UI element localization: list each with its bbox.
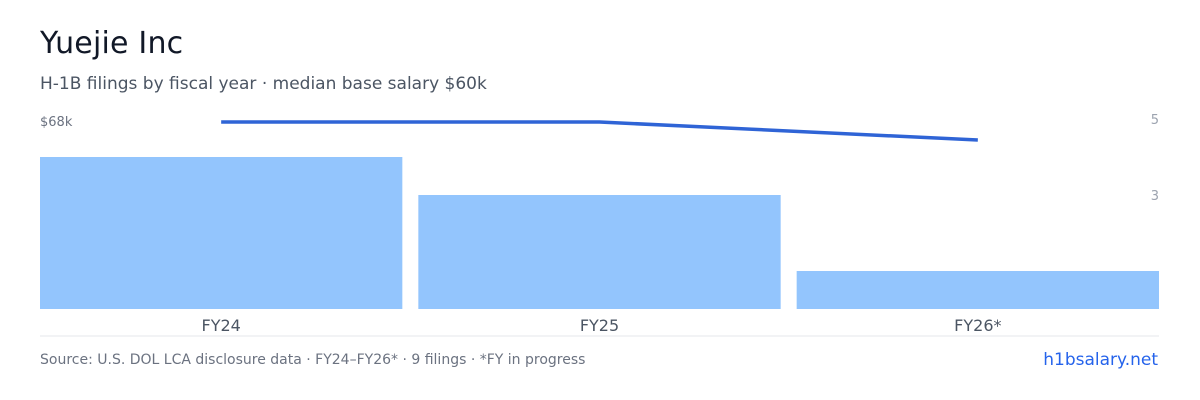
label-group: FY24 FY25 FY26* $68k 5 3: [40, 113, 1159, 335]
category-label: FY26*: [954, 316, 1001, 335]
category-label: FY24: [201, 316, 240, 335]
page-subtitle: H-1B filings by fiscal year · median bas…: [40, 74, 487, 94]
category-label: FY25: [580, 316, 619, 335]
line-group: [221, 120, 978, 142]
bar-fy25: [418, 195, 781, 309]
bar-group: [40, 157, 1159, 309]
right-tick-label: 3: [1151, 189, 1159, 204]
right-tick-label: 5: [1151, 113, 1159, 128]
page-title: Yuejie Inc: [40, 26, 184, 61]
salary-line: [221, 120, 978, 142]
bar-fy26: [796, 271, 1159, 309]
chart: FY24 FY25 FY26* $68k 5 3: [40, 113, 1159, 337]
bar-fy24: [40, 157, 403, 309]
source-note: Source: U.S. DOL LCA disclosure data · F…: [40, 352, 586, 368]
left-tick-label: $68k: [40, 115, 73, 130]
brand-link[interactable]: h1bsalary.net: [1043, 350, 1158, 370]
